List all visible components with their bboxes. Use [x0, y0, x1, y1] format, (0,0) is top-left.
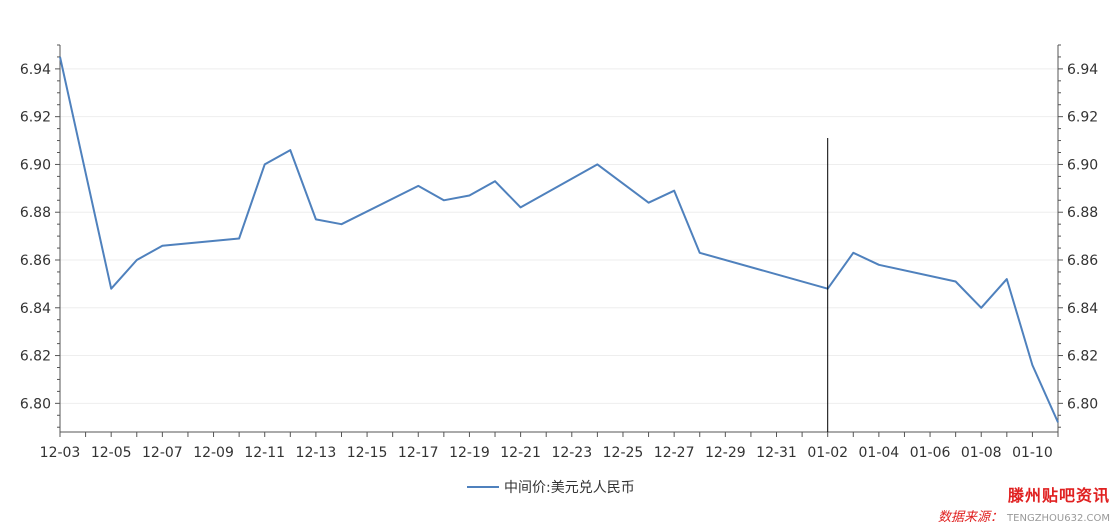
x-tick-label: 12-29 — [705, 445, 746, 461]
x-tick-label: 12-27 — [654, 445, 695, 461]
x-tick-label: 01-04 — [859, 445, 900, 461]
y-tick-label-right: 6.90 — [1067, 157, 1098, 173]
x-tick-label: 12-15 — [347, 445, 388, 461]
x-tick-label: 12-13 — [296, 445, 337, 461]
y-tick-label-right: 6.86 — [1067, 253, 1098, 269]
x-tick-label: 01-08 — [961, 445, 1002, 461]
x-tick-label: 12-23 — [551, 445, 592, 461]
x-tick-label: 12-03 — [40, 445, 81, 461]
axes — [59, 45, 1059, 433]
x-tick-label: 12-09 — [193, 445, 234, 461]
y-tick-label-left: 6.92 — [20, 110, 51, 126]
x-tick-label: 12-17 — [398, 445, 439, 461]
y-tick-label-left: 6.80 — [20, 396, 51, 412]
x-tick-label: 01-06 — [910, 445, 951, 461]
y-tick-label-right: 6.82 — [1067, 349, 1098, 365]
y-tick-label-right: 6.88 — [1067, 205, 1098, 221]
x-tick-label: 01-10 — [1012, 445, 1053, 461]
y-tick-label-right: 6.80 — [1067, 396, 1098, 412]
y-tick-label-left: 6.94 — [20, 62, 51, 78]
series-line-0[interactable] — [59, 56, 1059, 423]
x-tick-label: 01-02 — [807, 445, 848, 461]
y-tick-label-left: 6.84 — [20, 301, 51, 317]
y-tick-label-left: 6.88 — [20, 205, 51, 221]
y-tick-label-right: 6.92 — [1067, 110, 1098, 126]
y-tick-label-right: 6.84 — [1067, 301, 1098, 317]
y-tick-label-left: 6.82 — [20, 349, 51, 365]
x-tick-label: 12-05 — [91, 445, 132, 461]
x-tick-label: 12-25 — [603, 445, 644, 461]
axis-labels: 6.80 6.80 6.82 6.82 6.84 6.84 6.86 6.86 6.88 6.88… — [20, 62, 1098, 461]
y-tick-label-left: 6.90 — [20, 157, 51, 173]
y-tick-label-left: 6.86 — [20, 253, 51, 269]
x-tick-label: 12-21 — [500, 445, 541, 461]
legend-label: 中间价:美元兑人民币 — [504, 480, 635, 496]
grid-lines — [60, 68, 1058, 404]
x-tick-label: 12-31 — [756, 445, 797, 461]
y-tick-label-right: 6.94 — [1067, 62, 1098, 78]
x-tick-label: 12-19 — [449, 445, 490, 461]
series-layer — [59, 56, 1059, 423]
x-tick-label: 12-11 — [244, 445, 285, 461]
x-tick-label: 12-07 — [142, 445, 183, 461]
axis-ticks — [55, 44, 1063, 437]
legend[interactable]: 中间价:美元兑人民币 — [467, 480, 635, 496]
